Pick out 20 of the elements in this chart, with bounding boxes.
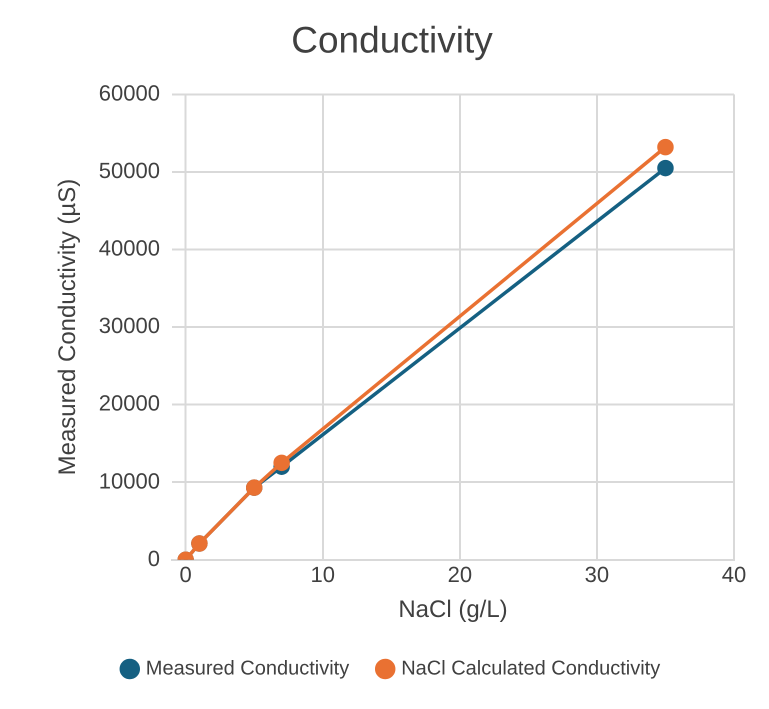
legend-label: NaCl Calculated Conductivity — [401, 658, 660, 680]
point — [657, 138, 674, 156]
x-tick-label: 40 — [722, 562, 746, 588]
point — [657, 160, 674, 176]
y-tick-label: 10000 — [98, 468, 160, 494]
point — [273, 454, 290, 472]
y-tick-label: 30000 — [98, 313, 160, 338]
x-tick-label: 20 — [448, 562, 472, 588]
x-tick-label: 10 — [310, 562, 336, 588]
y-tick-label: 20000 — [98, 390, 160, 416]
y-tick-label: 40000 — [98, 236, 160, 261]
x-tick-label: 30 — [584, 562, 610, 588]
y-tick-label: 50000 — [98, 158, 160, 184]
x-axis-title: NaCl (g/L) — [398, 596, 508, 624]
legend-label: Measured Conductivity — [146, 658, 350, 680]
y-tick-label: 60000 — [98, 80, 160, 106]
chart-title: Conductivity — [291, 19, 494, 60]
y-axis-title: Measured Conductivity (µS) — [54, 178, 82, 476]
x-tick-label: 0 — [180, 562, 192, 588]
y-tick-label: 0 — [148, 546, 160, 571]
